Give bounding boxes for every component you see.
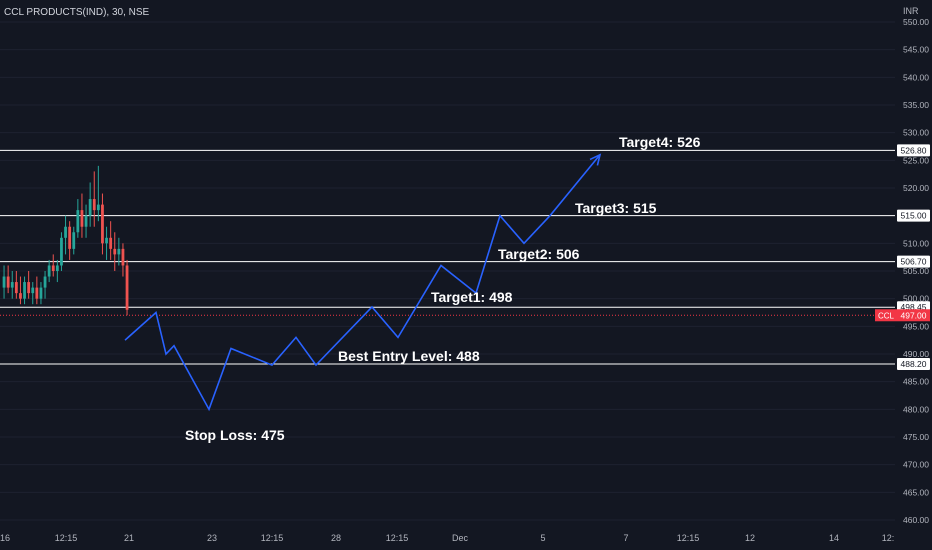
x-tick-label: 16	[0, 533, 10, 543]
candle-body	[92, 199, 96, 211]
target2-line-badge	[897, 255, 930, 268]
candle-body	[55, 265, 59, 271]
target2-line-badge-text: 506.70	[901, 257, 927, 267]
candle-body	[113, 248, 117, 255]
x-tick-label: 12:15	[386, 533, 409, 543]
y-tick-label: 530.00	[903, 128, 929, 138]
candle-body	[84, 215, 88, 227]
x-tick-label: 12:	[882, 533, 895, 543]
candle-body	[35, 287, 39, 299]
projection-line	[124, 154, 601, 412]
x-tick-label: 23	[207, 533, 217, 543]
candle-body	[96, 204, 100, 211]
x-tick-label: 5	[540, 533, 545, 543]
target4-line-badge	[897, 144, 930, 157]
candle-body	[47, 265, 51, 277]
price-lines	[0, 149, 895, 365]
candle-body	[2, 276, 6, 288]
candle-body	[43, 276, 47, 288]
entry-line-badge-text: 488.20	[901, 359, 927, 369]
currency-label: INR	[903, 6, 919, 16]
candle-body	[109, 237, 113, 249]
candle-body	[6, 276, 10, 288]
candle-body	[19, 293, 22, 299]
x-tick-label: 14	[829, 533, 839, 543]
candle-body	[88, 199, 92, 216]
y-tick-label: 545.00	[903, 45, 929, 55]
chart-title: CCL PRODUCTS(IND), 30, NSE	[4, 7, 150, 18]
candle-body	[27, 282, 31, 294]
candle-body	[125, 265, 129, 310]
stoploss-label: Stop Loss: 475	[185, 427, 285, 443]
x-tick-label: 12:15	[677, 533, 700, 543]
candle-body	[121, 248, 125, 266]
candle-body	[80, 210, 84, 227]
y-tick-label: 490.00	[903, 349, 929, 359]
candles	[2, 165, 129, 316]
x-tick-label: Dec	[452, 533, 469, 543]
y-tick-label: 525.00	[903, 155, 929, 165]
candle-body	[68, 226, 72, 249]
candle-body	[31, 287, 35, 294]
candle-body	[76, 210, 80, 233]
y-tick-label: 485.00	[903, 377, 929, 387]
y-tick-label: 500.00	[903, 294, 929, 304]
candle-body	[60, 237, 63, 266]
y-axis: 550.00 545.00 540.00 535.00 530.00 525.00 520.…	[895, 0, 932, 550]
target1-line-badge-text: 498.45	[901, 302, 927, 312]
y-tick-label: 510.00	[903, 238, 929, 248]
last-price-badge	[897, 309, 930, 322]
y-tick-label: 465.00	[903, 487, 929, 497]
candle-body	[23, 282, 26, 299]
target4-line-badge-text: 526.80	[901, 145, 927, 155]
x-tick-label: 7	[623, 533, 628, 543]
projection-path	[124, 153, 602, 412]
target2-label: Target2: 506	[498, 246, 580, 262]
grid	[0, 21, 895, 521]
candle-body	[117, 248, 121, 255]
y-tick-label: 520.00	[903, 183, 929, 193]
x-tick-label: 12:15	[55, 533, 78, 543]
annotations: Target4: 526 Target3: 515 Target2: 506 Targ…	[185, 134, 701, 443]
x-tick-label: 21	[124, 533, 134, 543]
y-tick-label: 470.00	[903, 460, 929, 470]
entry-line-badge	[897, 357, 930, 370]
x-tick-label: 12	[745, 533, 755, 543]
candle-body	[14, 282, 18, 294]
target3-label: Target3: 515	[575, 200, 657, 216]
candle-body	[105, 237, 108, 244]
x-tick-label: 12:15	[261, 533, 284, 543]
last-price-badge-text: 497.00	[901, 310, 927, 320]
candle-body	[101, 204, 104, 244]
y-tick-label: 550.00	[903, 17, 929, 27]
candle-body	[39, 287, 43, 299]
target3-line-badge	[897, 209, 930, 222]
symbol-badge	[875, 309, 897, 322]
target1-label: Target1: 498	[431, 289, 513, 305]
x-axis-bg	[0, 528, 932, 550]
target4-label: Target4: 526	[619, 134, 701, 150]
candle-body	[72, 232, 76, 249]
candle-body	[51, 265, 55, 271]
symbol-badge-text: CCL	[878, 311, 895, 320]
y-tick-label: 535.00	[903, 100, 929, 110]
y-tick-label: 460.00	[903, 515, 929, 525]
y-tick-label: 480.00	[903, 404, 929, 414]
projection-arrowhead	[589, 153, 602, 166]
y-axis-bg	[895, 0, 932, 550]
price-badges: 526.80 515.00 506.70 498.45 488.20 CCL 497.00	[875, 144, 930, 370]
candle-body	[64, 226, 67, 238]
y-tick-label: 540.00	[903, 72, 929, 82]
target3-line-badge-text: 515.00	[901, 211, 927, 221]
entry-label: Best Entry Level: 488	[338, 348, 480, 364]
candle-body	[10, 282, 14, 288]
x-tick-label: 28	[331, 533, 341, 543]
x-axis: 16 12:15 21 23 12:15 28 12:15 Dec 5 7 12:15 12 14 12:	[0, 528, 932, 550]
y-tick-label: 475.00	[903, 432, 929, 442]
y-tick-label: 495.00	[903, 321, 929, 331]
y-tick-label: 505.00	[903, 266, 929, 276]
